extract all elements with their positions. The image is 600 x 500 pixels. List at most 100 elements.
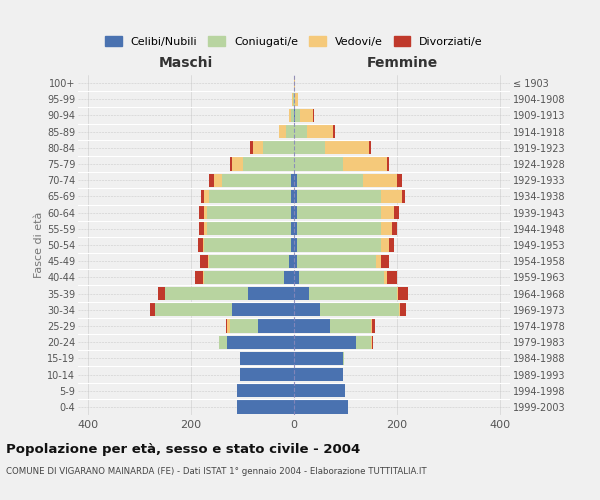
Bar <box>294 368 343 381</box>
Bar <box>150 303 155 316</box>
Bar <box>294 222 296 235</box>
Bar <box>208 254 209 268</box>
Bar <box>232 303 294 316</box>
Bar <box>296 254 376 268</box>
Bar <box>294 174 296 187</box>
Bar <box>206 206 292 220</box>
Bar <box>294 254 296 268</box>
Bar <box>204 238 292 252</box>
Bar <box>292 206 294 220</box>
Bar <box>294 92 295 106</box>
Bar <box>372 320 375 332</box>
Bar <box>294 320 330 332</box>
Bar <box>204 222 206 235</box>
Bar <box>263 141 294 154</box>
Bar <box>294 336 356 349</box>
Bar <box>389 238 394 252</box>
Bar <box>294 384 346 398</box>
Bar <box>238 384 294 398</box>
Bar <box>294 141 325 154</box>
Bar <box>204 190 209 203</box>
Bar <box>296 206 382 220</box>
Bar <box>382 254 389 268</box>
Bar <box>200 254 208 268</box>
Bar <box>199 222 204 235</box>
Bar <box>372 336 373 349</box>
Bar <box>294 206 296 220</box>
Bar <box>230 158 232 170</box>
Bar <box>293 92 294 106</box>
Bar <box>202 190 204 203</box>
Bar <box>214 174 222 187</box>
Bar <box>227 336 294 349</box>
Bar <box>371 336 372 349</box>
Bar <box>289 254 294 268</box>
Bar <box>294 158 343 170</box>
Bar <box>294 352 343 365</box>
Bar <box>204 270 284 284</box>
Bar <box>397 287 398 300</box>
Legend: Celibi/Nubili, Coniugati/e, Vedovi/e, Divorziati/e: Celibi/Nubili, Coniugati/e, Vedovi/e, Di… <box>105 36 483 47</box>
Bar <box>364 174 397 187</box>
Bar <box>258 320 294 332</box>
Bar <box>294 270 299 284</box>
Bar <box>292 190 294 203</box>
Bar <box>226 320 227 332</box>
Bar <box>209 190 292 203</box>
Bar <box>295 92 298 106</box>
Bar <box>294 76 295 90</box>
Bar <box>376 254 382 268</box>
Bar <box>294 303 320 316</box>
Bar <box>343 352 344 365</box>
Bar <box>209 254 289 268</box>
Bar <box>198 238 203 252</box>
Bar <box>294 238 296 252</box>
Bar <box>296 222 382 235</box>
Bar <box>397 174 402 187</box>
Bar <box>250 141 253 154</box>
Bar <box>240 352 294 365</box>
Bar <box>203 238 204 252</box>
Bar <box>294 287 310 300</box>
Bar <box>155 303 232 316</box>
Bar <box>195 270 203 284</box>
Bar <box>292 222 294 235</box>
Bar <box>242 158 294 170</box>
Bar <box>248 287 294 300</box>
Bar <box>220 336 227 349</box>
Bar <box>330 320 371 332</box>
Bar <box>386 270 397 284</box>
Bar <box>166 287 248 300</box>
Bar <box>368 141 371 154</box>
Bar <box>325 141 368 154</box>
Bar <box>382 238 389 252</box>
Bar <box>400 303 406 316</box>
Bar <box>296 190 382 203</box>
Bar <box>382 190 402 203</box>
Bar <box>392 222 397 235</box>
Text: Popolazione per età, sesso e stato civile - 2004: Popolazione per età, sesso e stato civil… <box>6 442 360 456</box>
Bar <box>294 125 307 138</box>
Bar <box>238 400 294 413</box>
Bar <box>294 109 295 122</box>
Bar <box>292 109 294 122</box>
Bar <box>295 109 300 122</box>
Bar <box>230 320 258 332</box>
Bar <box>382 222 392 235</box>
Text: Femmine: Femmine <box>367 56 437 70</box>
Bar <box>320 303 400 316</box>
Text: Maschi: Maschi <box>159 56 213 70</box>
Bar <box>371 320 372 332</box>
Bar <box>398 287 408 300</box>
Bar <box>384 270 386 284</box>
Bar <box>292 238 294 252</box>
Bar <box>222 174 292 187</box>
Bar <box>356 336 371 349</box>
Bar <box>313 109 314 122</box>
Bar <box>199 206 204 220</box>
Text: COMUNE DI VIGARANO MAINARDA (FE) - Dati ISTAT 1° gennaio 2004 - Elaborazione TUT: COMUNE DI VIGARANO MAINARDA (FE) - Dati … <box>6 468 427 476</box>
Bar <box>296 174 364 187</box>
Bar <box>294 190 296 203</box>
Bar <box>307 125 332 138</box>
Bar <box>386 158 389 170</box>
